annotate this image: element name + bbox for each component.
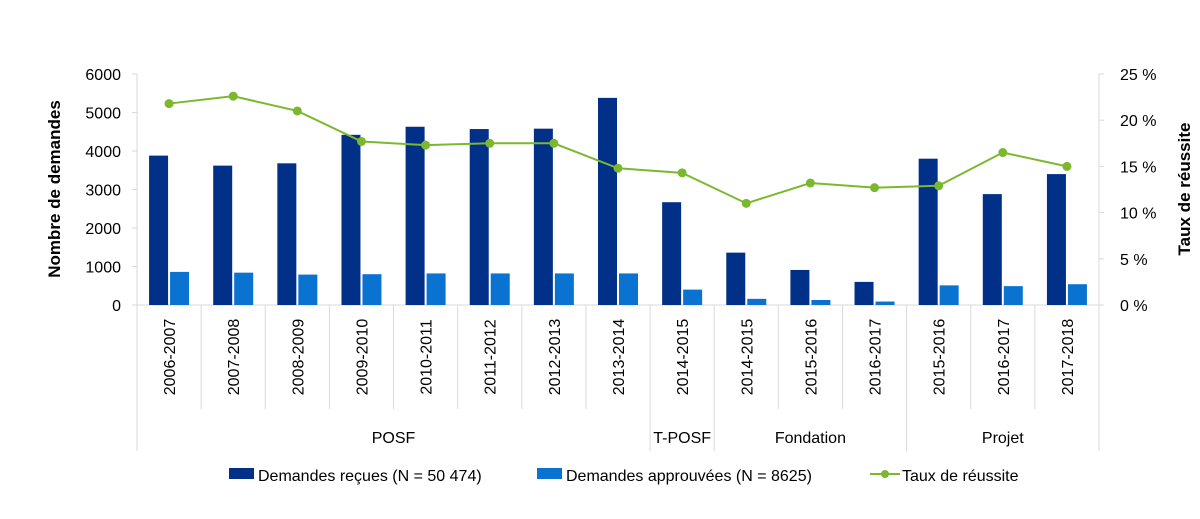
group-label: Projet [982,430,1024,447]
bar-approved [1067,284,1087,305]
success-rate-point [934,181,944,191]
y-tick-label: 4000 [85,144,121,161]
bar-received [790,269,810,305]
bar-approved [1003,286,1023,305]
bar-received [598,97,617,306]
bar-received [854,281,874,305]
legend-swatch-approved [537,468,562,479]
bar-approved [426,273,446,305]
bar-approved [875,301,895,305]
y-tick-label: 6000 [85,67,121,84]
bar-received [726,252,746,305]
bar-approved [939,285,959,305]
y-tick-label: 1000 [85,260,121,277]
success-rate-point [805,178,815,188]
axes-layer: 0 1000 2000 3000 4000 5000 6000 0 % 5 % 10 % 15 % 2… [85,67,1156,451]
bar-received [149,155,169,305]
x-tick-label: 2008-2009 [290,319,307,396]
success-rate-point [421,140,431,150]
bar-received [213,165,233,305]
legend-swatch-received [229,468,254,479]
y2-tick-label: 15 % [1120,159,1156,176]
x-tick-label: 2015-2016 [803,319,820,396]
bar-received [469,129,489,305]
bar-approved [362,274,382,305]
legend-label-success: Taux de réussite [902,468,1019,485]
bar-approved [490,273,510,305]
success-rate-point [549,138,559,148]
x-tick-label: 2013-2014 [611,319,628,396]
bar-approved [747,298,767,305]
bar-received [982,194,1002,305]
bar-approved [298,274,318,305]
y2-axis-title: Taux de réussite [1175,123,1194,256]
group-label: POSF [372,430,416,447]
success-rate-point [228,91,238,101]
bar-approved [554,273,574,305]
group-label: T-POSF [653,430,711,447]
success-rate-point [613,163,623,173]
x-tick-label: 2017-2018 [1060,319,1077,396]
legend-marker-success [881,470,889,478]
bar-received [405,126,425,306]
y-tick-label: 3000 [85,183,121,200]
x-tick-label: 2010-2011 [419,319,436,394]
bar-approved [683,289,703,305]
bar-approved [234,272,254,305]
y-tick-label: 0 [112,298,121,315]
y2-tick-label: 25 % [1120,67,1156,84]
x-tick-label: 2012-2013 [547,319,564,396]
bar-received [533,128,553,305]
x-tick-label: 2011-2012 [483,319,500,394]
legend-label-received: Demandes reçues (N = 50 474) [258,468,482,485]
bar-received [662,202,682,305]
x-tick-label: 2016-2017 [868,319,885,396]
success-rate-point [998,148,1008,158]
success-rate-point [741,198,751,208]
x-tick-label: 2009-2010 [354,319,371,396]
bar-received [341,134,361,305]
bar-approved [811,299,831,305]
bar-received [277,163,297,305]
success-rate-point [292,106,302,116]
bar-approved [619,273,638,305]
bar-received [1046,174,1066,305]
success-rate-point [485,138,495,148]
line-layer [164,91,1072,208]
success-rate-point [164,99,174,109]
x-tick-label: 2014-2015 [675,319,692,396]
x-tick-label: 2006-2007 [162,319,179,396]
x-tick-label: 2007-2008 [226,319,243,396]
y2-tick-label: 10 % [1120,206,1156,223]
y-axis-title: Nombre de demandes [45,100,64,278]
success-rate-point [870,183,880,193]
success-rate-point [1062,161,1072,171]
y2-tick-label: 0 % [1120,298,1148,315]
bars-layer [149,97,1087,306]
y2-tick-label: 20 % [1120,113,1156,130]
x-tick-label: 2015-2016 [932,319,949,396]
legend: Demandes reçues (N = 50 474) Demandes ap… [229,468,1019,485]
legend-label-approved: Demandes approuvées (N = 8625) [566,468,812,485]
y-tick-label: 2000 [85,221,121,238]
bar-approved [170,271,190,305]
success-rate-point [356,136,366,146]
success-rate-point [677,168,687,178]
bar-received [918,158,938,305]
group-label: Fondation [775,430,846,447]
y2-tick-label: 5 % [1120,252,1148,269]
x-tick-label: 2014-2015 [739,319,756,396]
y-tick-label: 5000 [85,106,121,123]
x-tick-label: 2016-2017 [996,319,1013,396]
labels-layer: Nombre de demandes Taux de réussite [45,100,1194,278]
